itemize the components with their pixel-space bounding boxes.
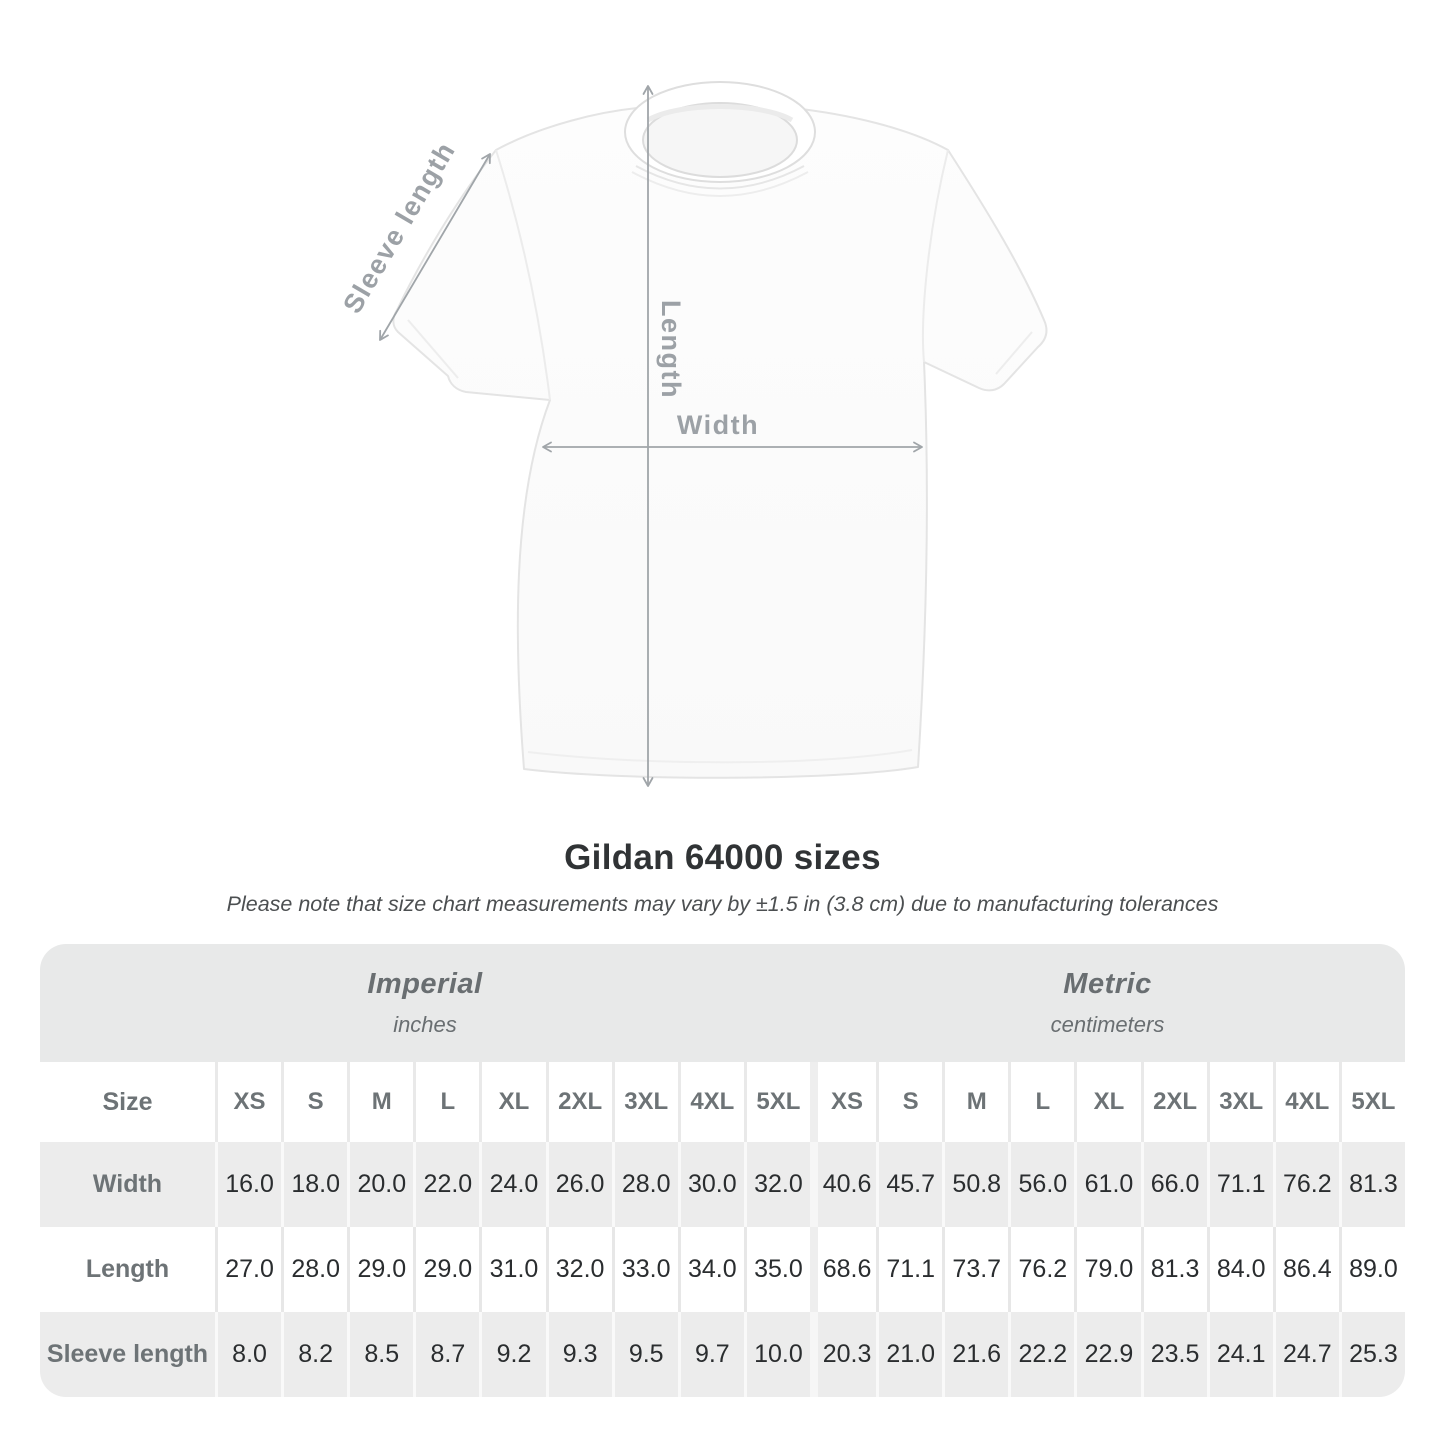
size-col-header: S (281, 1062, 348, 1142)
measurement-cell: 31.0 (479, 1227, 546, 1312)
measurement-cell: 76.2 (1272, 1142, 1339, 1227)
measurement-cell: 9.2 (479, 1312, 546, 1397)
measurement-cell: 28.0 (611, 1142, 678, 1227)
measurement-cell: 26.0 (545, 1142, 612, 1227)
measurement-cell: 81.3 (1140, 1227, 1207, 1312)
row-label: Sleeve length (40, 1312, 215, 1397)
measurement-cell: 9.3 (545, 1312, 612, 1397)
measurement-cell: 25.3 (1338, 1312, 1405, 1397)
size-header-label: Size (40, 1062, 215, 1142)
size-col-header: 3XL (1206, 1062, 1273, 1142)
metric-label: Metric (1063, 968, 1152, 1000)
measurement-cell: 32.0 (545, 1227, 612, 1312)
imperial-sublabel: inches (393, 1012, 457, 1037)
size-col-header: 4XL (677, 1062, 744, 1142)
size-header-row: Size XS S M L XL 2XL 3XL 4XL 5XL XS S M … (40, 1062, 1405, 1142)
row-label: Width (40, 1142, 215, 1227)
size-col-header: M (347, 1062, 414, 1142)
measurement-annotations (379, 85, 923, 787)
measurement-cell: 76.2 (1008, 1227, 1075, 1312)
size-col-header: XS (809, 1062, 877, 1142)
tshirt-diagram: Width Length Sleeve length (337, 81, 1048, 787)
size-table: Imperial inches Metric centimeters Size … (40, 944, 1405, 1397)
measurement-cell: 10.0 (743, 1312, 810, 1397)
measurement-cell: 24.1 (1206, 1312, 1273, 1397)
measurement-cell: 34.0 (677, 1227, 744, 1312)
measurement-cell: 86.4 (1272, 1227, 1339, 1312)
measurement-cell: 79.0 (1074, 1227, 1141, 1312)
measurement-cell: 23.5 (1140, 1312, 1207, 1397)
measurement-cell: 22.9 (1074, 1312, 1141, 1397)
size-col-header: XL (479, 1062, 546, 1142)
measurement-cell: 8.2 (281, 1312, 348, 1397)
measurement-cell: 9.7 (677, 1312, 744, 1397)
measurement-cell: 8.7 (413, 1312, 480, 1397)
sleeve-length-arrow (379, 153, 491, 341)
size-col-header: S (876, 1062, 943, 1142)
page-title: Gildan 64000 sizes (564, 838, 881, 877)
measurement-cell: 45.7 (876, 1142, 943, 1227)
size-col-header: XS (215, 1062, 282, 1142)
measurement-cell: 16.0 (215, 1142, 282, 1227)
measurement-cell: 35.0 (743, 1227, 810, 1312)
measurement-cell: 68.6 (809, 1227, 877, 1312)
measurement-cell: 8.0 (215, 1312, 282, 1397)
table-row-sleeve-length: Sleeve length 8.0 8.2 8.5 8.7 9.2 9.3 9.… (40, 1312, 1405, 1397)
row-label: Length (40, 1227, 215, 1312)
size-col-header: 4XL (1272, 1062, 1339, 1142)
measurement-cell: 20.3 (809, 1312, 877, 1397)
measurement-cell: 61.0 (1074, 1142, 1141, 1227)
tshirt-graphic: Width Length Sleeve length (337, 81, 1048, 787)
measurement-cell: 32.0 (743, 1142, 810, 1227)
measurement-cell: 29.0 (413, 1227, 480, 1312)
size-col-header: L (1008, 1062, 1075, 1142)
measurement-cell: 89.0 (1338, 1227, 1405, 1312)
imperial-header: Imperial inches (40, 944, 810, 1062)
measurement-cell: 66.0 (1140, 1142, 1207, 1227)
size-col-header: 5XL (743, 1062, 810, 1142)
measurement-cell: 33.0 (611, 1227, 678, 1312)
measurement-cell: 71.1 (1206, 1142, 1273, 1227)
size-col-header: L (413, 1062, 480, 1142)
metric-header: Metric centimeters (809, 944, 1405, 1062)
measurement-cell: 30.0 (677, 1142, 744, 1227)
size-col-header: M (942, 1062, 1009, 1142)
measurement-cell: 8.5 (347, 1312, 414, 1397)
width-label: Width (677, 410, 759, 440)
measurement-cell: 81.3 (1338, 1142, 1405, 1227)
size-col-header: 2XL (545, 1062, 612, 1142)
imperial-label: Imperial (367, 968, 483, 1000)
size-col-header: 2XL (1140, 1062, 1207, 1142)
measurement-cell: 50.8 (942, 1142, 1009, 1227)
measurement-cell: 28.0 (281, 1227, 348, 1312)
measurement-cell: 24.0 (479, 1142, 546, 1227)
measurement-cell: 21.0 (876, 1312, 943, 1397)
measurement-cell: 22.2 (1008, 1312, 1075, 1397)
measurement-cell: 71.1 (876, 1227, 943, 1312)
size-col-header: XL (1074, 1062, 1141, 1142)
size-table-container: Imperial inches Metric centimeters Size … (40, 944, 1405, 1397)
page-subtitle: Please note that size chart measurements… (226, 892, 1219, 916)
table-row-length: Length 27.0 28.0 29.0 29.0 31.0 32.0 33.… (40, 1227, 1405, 1312)
measurement-cell: 20.0 (347, 1142, 414, 1227)
measurement-cell: 9.5 (611, 1312, 678, 1397)
measurement-cell: 22.0 (413, 1142, 480, 1227)
measurement-cell: 56.0 (1008, 1142, 1075, 1227)
measurement-cell: 18.0 (281, 1142, 348, 1227)
size-col-header: 3XL (611, 1062, 678, 1142)
measurement-cell: 29.0 (347, 1227, 414, 1312)
length-label: Length (656, 300, 686, 399)
measurement-cell: 27.0 (215, 1227, 282, 1312)
size-col-header: 5XL (1338, 1062, 1405, 1142)
measurement-cell: 40.6 (809, 1142, 877, 1227)
metric-sublabel: centimeters (1050, 1012, 1165, 1037)
measurement-cell: 24.7 (1272, 1312, 1339, 1397)
title-block: Gildan 64000 sizes Please note that size… (0, 838, 1445, 917)
measurement-cell: 73.7 (942, 1227, 1009, 1312)
unit-header-row: Imperial inches Metric centimeters (40, 944, 1405, 1062)
table-row-width: Width 16.0 18.0 20.0 22.0 24.0 26.0 28.0… (40, 1142, 1405, 1227)
measurement-cell: 21.6 (942, 1312, 1009, 1397)
measurement-cell: 84.0 (1206, 1227, 1273, 1312)
